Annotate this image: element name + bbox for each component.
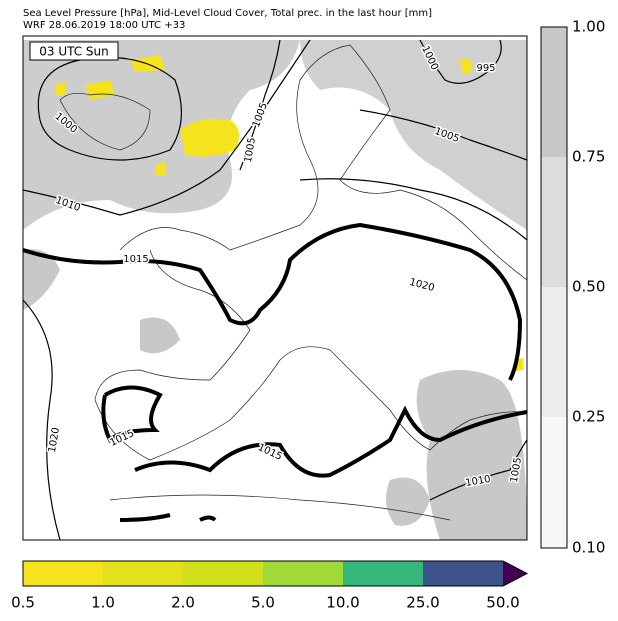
precip-colorbar-label: 25.0 (406, 594, 439, 612)
precip-colorbar-label: 1.0 (91, 594, 115, 612)
precip-colorbar-label: 10.0 (326, 594, 359, 612)
precip-colorbar-label: 2.0 (171, 594, 195, 612)
cloud-colorbar: 1.00 0.75 0.50 0.25 0.10 (540, 18, 605, 557)
time-label-box (29, 41, 119, 61)
cloud-colorbar-label: 1.00 (572, 18, 605, 36)
precip-colorbar: 0.5 1.0 2.0 5.0 10.0 25.0 50.0 (11, 560, 529, 612)
time-label: 03 UTC Sun (39, 45, 109, 59)
map-frame (22, 35, 528, 541)
precip-colorbar-label: 0.5 (11, 594, 35, 612)
cloud-colorbar-label: 0.10 (572, 539, 605, 557)
thick-isobars (22, 222, 528, 522)
precip-colorbar-label: 5.0 (251, 594, 275, 612)
coastlines (59, 44, 528, 521)
isobars (22, 39, 528, 541)
isobar-label: 1015 (123, 254, 148, 265)
isobar-label: 995 (476, 63, 495, 74)
cloud-colorbar-label: 0.50 (572, 278, 605, 296)
subtitle-line: WRF 28.06.2019 18:00 UTC +33 (23, 20, 185, 31)
title-line: Sea Level Pressure [hPa], Mid-Level Clou… (23, 8, 432, 19)
cloud-cover (23, 40, 527, 540)
cloud-colorbar-label: 0.25 (572, 408, 605, 426)
map: 1000100010051005100599510101015102010151… (22, 35, 528, 541)
precip-colorbar-label: 50.0 (486, 594, 519, 612)
cloud-colorbar-label: 0.75 (572, 148, 605, 166)
